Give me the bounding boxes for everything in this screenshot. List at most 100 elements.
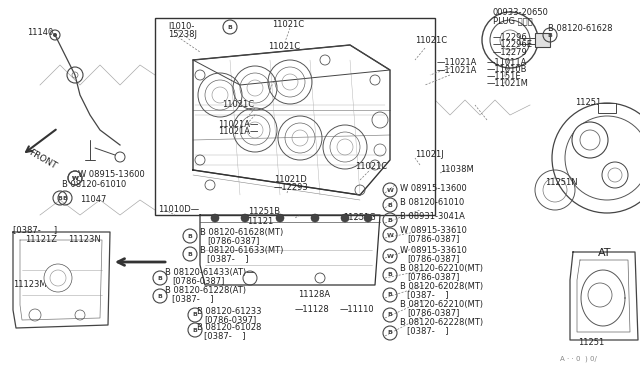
Text: B: B: [63, 196, 67, 201]
Text: 11021J: 11021J: [415, 150, 444, 159]
Circle shape: [608, 168, 622, 182]
Circle shape: [572, 122, 608, 158]
Text: W: W: [387, 253, 394, 259]
Circle shape: [311, 214, 319, 222]
Text: B 08120-62028(MT): B 08120-62028(MT): [400, 282, 483, 291]
Text: B 08120-61233: B 08120-61233: [197, 307, 262, 316]
Text: B: B: [388, 292, 392, 298]
Text: [0786-0387]: [0786-0387]: [207, 236, 259, 245]
Text: 11021D: 11021D: [274, 175, 307, 184]
Text: W 08915-33610: W 08915-33610: [400, 226, 467, 235]
Text: —11021A: —11021A: [437, 66, 477, 75]
Text: [0786-0387]: [0786-0387]: [407, 234, 460, 243]
Text: FRONT: FRONT: [28, 148, 58, 171]
Text: B 08120-62210(MT): B 08120-62210(MT): [400, 300, 483, 309]
Text: l1010-: l1010-: [168, 22, 195, 31]
Text: B: B: [193, 312, 197, 317]
Text: 11021C: 11021C: [272, 20, 304, 29]
Text: B: B: [188, 234, 193, 238]
Text: —11010B: —11010B: [487, 65, 527, 74]
Text: B 08931-3041A: B 08931-3041A: [400, 212, 465, 221]
Text: B 08120-61628(MT): B 08120-61628(MT): [200, 228, 284, 237]
Text: B: B: [388, 312, 392, 317]
Text: B 08120-61633(MT): B 08120-61633(MT): [200, 246, 284, 255]
Text: 11251: 11251: [578, 338, 604, 347]
Text: 00933-20650: 00933-20650: [493, 8, 549, 17]
Text: B: B: [157, 294, 163, 298]
Text: 11128A: 11128A: [298, 290, 330, 299]
Text: 11121: 11121: [247, 217, 273, 226]
Text: 11123N: 11123N: [68, 235, 100, 244]
Text: W 08915-13600: W 08915-13600: [78, 170, 145, 179]
Text: W: W: [387, 187, 394, 192]
Text: —11110: —11110: [340, 305, 374, 314]
Text: B: B: [58, 196, 63, 201]
Text: 11021C: 11021C: [222, 100, 254, 109]
Text: 11038M: 11038M: [440, 165, 474, 174]
Text: AT: AT: [598, 248, 611, 258]
Text: 11010D—: 11010D—: [158, 205, 199, 214]
Text: —11021A: —11021A: [437, 58, 477, 67]
Text: 11021A—: 11021A—: [218, 127, 259, 136]
Text: [0786-0397]: [0786-0397]: [204, 315, 256, 324]
Text: [0786-0387]: [0786-0387]: [172, 276, 225, 285]
Text: B 08120-62228(MT): B 08120-62228(MT): [400, 318, 483, 327]
Text: 11047: 11047: [80, 195, 106, 204]
Circle shape: [602, 162, 628, 188]
Text: [0387-    ]: [0387- ]: [204, 331, 246, 340]
Circle shape: [341, 214, 349, 222]
Text: 11121Z: 11121Z: [25, 235, 57, 244]
Text: 15238J: 15238J: [168, 30, 197, 39]
Text: B: B: [388, 330, 392, 336]
Text: —11021M: —11021M: [487, 79, 529, 88]
Text: [0786-0387]: [0786-0387]: [407, 272, 460, 281]
Text: 11251B: 11251B: [248, 207, 280, 216]
Text: [0387-    ]: [0387- ]: [407, 326, 449, 335]
Text: [0786-0387]: [0786-0387]: [407, 254, 460, 263]
Text: 11251: 11251: [575, 98, 601, 107]
Text: W 08915-33610: W 08915-33610: [400, 246, 467, 255]
Text: —11011A: —11011A: [487, 58, 527, 67]
Text: 11021C: 11021C: [355, 162, 387, 171]
Text: —12296E: —12296E: [493, 40, 533, 49]
Text: 11021A—: 11021A—: [218, 120, 259, 129]
Text: B: B: [193, 327, 197, 333]
Bar: [155, 18, 435, 215]
Text: W: W: [72, 176, 79, 180]
Text: 11140: 11140: [27, 28, 53, 37]
Circle shape: [211, 214, 219, 222]
Text: B 08120-61228(AT): B 08120-61228(AT): [165, 286, 246, 295]
Bar: [535, 33, 550, 47]
Text: B 08120-61010: B 08120-61010: [62, 180, 126, 189]
Text: B 08120-61028: B 08120-61028: [197, 323, 261, 332]
Text: B 08120-61628: B 08120-61628: [548, 24, 612, 33]
Text: W: W: [72, 176, 79, 180]
Text: [0786-0387]: [0786-0387]: [407, 308, 460, 317]
Circle shape: [580, 130, 600, 150]
Text: A · · 0  ) 0/: A · · 0 ) 0/: [560, 356, 597, 362]
Text: W 08915-13600: W 08915-13600: [400, 184, 467, 193]
Text: B: B: [228, 25, 232, 29]
Circle shape: [364, 214, 372, 222]
Text: —12293: —12293: [274, 183, 308, 192]
Text: 11251N: 11251N: [545, 178, 578, 187]
Text: [0387-     ]: [0387- ]: [13, 225, 57, 234]
Text: B 08120-62210(MT): B 08120-62210(MT): [400, 264, 483, 273]
Text: B: B: [157, 276, 163, 280]
Text: —12279: —12279: [493, 48, 528, 57]
Text: B: B: [188, 251, 193, 257]
Text: B: B: [388, 218, 392, 222]
Text: —12296: —12296: [493, 33, 528, 42]
Text: B 08120-61010: B 08120-61010: [400, 198, 464, 207]
Text: W: W: [387, 232, 394, 237]
Text: B 08120-61433(AT)—: B 08120-61433(AT)—: [165, 268, 255, 277]
Text: —1151E: —1151E: [487, 72, 522, 81]
Text: PLUG ブラダ: PLUG ブラダ: [493, 16, 532, 25]
Circle shape: [588, 283, 612, 307]
Circle shape: [276, 214, 284, 222]
Text: [0387-    ]: [0387- ]: [407, 290, 449, 299]
Text: [0387-    ]: [0387- ]: [172, 294, 214, 303]
Text: [0387-    ]: [0387- ]: [207, 254, 248, 263]
Text: 11123M: 11123M: [13, 280, 47, 289]
Circle shape: [50, 270, 66, 286]
